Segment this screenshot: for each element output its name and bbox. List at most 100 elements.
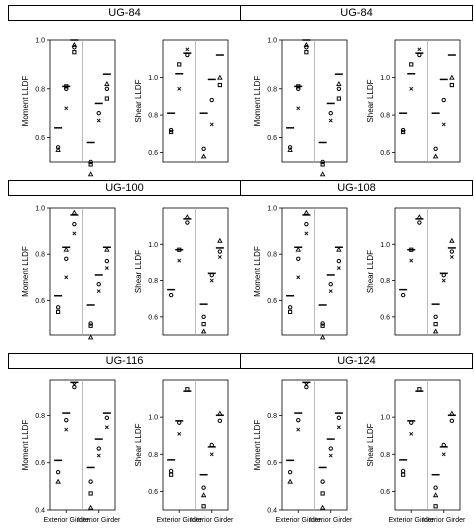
data-point	[416, 214, 423, 220]
data-point	[409, 431, 414, 436]
data-point	[55, 145, 61, 150]
data-point	[55, 469, 61, 475]
data-point	[201, 504, 206, 509]
data-point	[328, 118, 333, 123]
data-point	[417, 220, 422, 225]
y-axis-label: Shear LLDF	[134, 79, 143, 122]
y-tick-label: 1.0	[380, 75, 390, 82]
y-tick-label: 0.6	[35, 135, 45, 142]
data-point	[328, 453, 333, 458]
data-point	[432, 153, 439, 159]
data-point	[64, 256, 69, 261]
y-tick-label: 1.0	[148, 75, 158, 82]
data-point	[217, 410, 223, 416]
data-point	[287, 469, 293, 475]
y-tick-label: 0.6	[35, 460, 45, 467]
data-point	[56, 309, 61, 315]
y-tick-label: 0.8	[35, 252, 45, 259]
data-point	[200, 153, 207, 159]
y-tick-label: 0.8	[148, 278, 158, 285]
data-point	[295, 246, 302, 252]
data-point	[209, 272, 214, 278]
data-point	[185, 220, 190, 225]
data-point	[209, 278, 214, 283]
data-point	[441, 272, 446, 278]
chart-title: UG-124	[240, 353, 473, 369]
data-point	[336, 86, 342, 92]
data-point	[328, 289, 333, 294]
data-point	[417, 387, 422, 392]
y-tick-label: 0.6	[148, 489, 158, 496]
data-point	[441, 442, 446, 448]
y-tick-label: 1.0	[35, 206, 45, 213]
data-point	[449, 410, 455, 416]
data-point	[449, 237, 455, 243]
y-tick-label: 0.8	[35, 413, 45, 420]
y-tick-label: 0.6	[267, 135, 277, 142]
data-point	[441, 452, 446, 457]
data-point	[104, 246, 110, 252]
y-tick-label: 0.6	[267, 298, 277, 305]
x-tick-label: Exterior Girder	[388, 517, 434, 524]
data-point	[303, 209, 310, 215]
data-point	[296, 427, 301, 432]
data-point	[64, 106, 69, 111]
data-point	[64, 427, 69, 432]
data-point	[88, 323, 93, 328]
data-point	[441, 122, 446, 127]
data-point	[169, 129, 174, 135]
data-point	[177, 431, 182, 436]
data-point	[401, 472, 406, 477]
data-point	[296, 84, 301, 89]
data-point	[104, 96, 109, 101]
data-point	[209, 452, 214, 457]
data-point	[185, 52, 190, 58]
data-point	[320, 159, 325, 165]
y-tick-label: 1.0	[380, 415, 390, 422]
data-point	[336, 96, 341, 101]
data-point	[64, 86, 69, 92]
data-point	[287, 478, 293, 484]
y-tick-label: 0.6	[148, 150, 158, 157]
data-point	[433, 504, 438, 509]
data-point	[104, 80, 110, 86]
data-point	[96, 282, 101, 287]
data-point	[304, 221, 309, 227]
chart-title: UG-108	[240, 180, 473, 196]
data-point	[320, 491, 325, 496]
data-point	[185, 387, 190, 392]
chart-title: UG-116	[8, 353, 241, 369]
y-tick-label: 0.8	[148, 113, 158, 120]
data-point	[87, 171, 94, 177]
data-point	[104, 415, 110, 421]
data-point	[217, 74, 223, 80]
data-point	[177, 86, 182, 91]
data-point	[449, 255, 454, 259]
y-axis-label: Shear LLDF	[134, 250, 143, 293]
data-point	[177, 62, 182, 67]
y-tick-label: 0.6	[267, 460, 277, 467]
data-point	[432, 328, 439, 334]
y-tick-label: 0.4	[267, 508, 277, 515]
x-tick-label: Interior Girder	[190, 517, 234, 524]
data-point	[319, 504, 326, 510]
data-point	[320, 323, 325, 328]
data-point	[55, 146, 61, 152]
data-point	[88, 159, 93, 165]
y-axis-label: Moment LLDF	[253, 246, 262, 297]
data-point	[72, 384, 77, 390]
data-point	[296, 106, 301, 111]
y-tick-label: 1.0	[267, 38, 277, 45]
data-point	[336, 425, 341, 430]
x-tick-label: Exterior Girder	[275, 517, 321, 524]
data-point	[169, 472, 174, 477]
data-point	[200, 492, 207, 498]
data-point	[449, 418, 455, 424]
y-tick-label: 1.0	[148, 242, 158, 249]
data-point	[304, 45, 309, 50]
data-point	[441, 97, 446, 103]
data-point	[409, 86, 414, 91]
y-tick-label: 0.8	[148, 452, 158, 459]
data-point	[55, 305, 61, 310]
data-point	[336, 258, 342, 264]
